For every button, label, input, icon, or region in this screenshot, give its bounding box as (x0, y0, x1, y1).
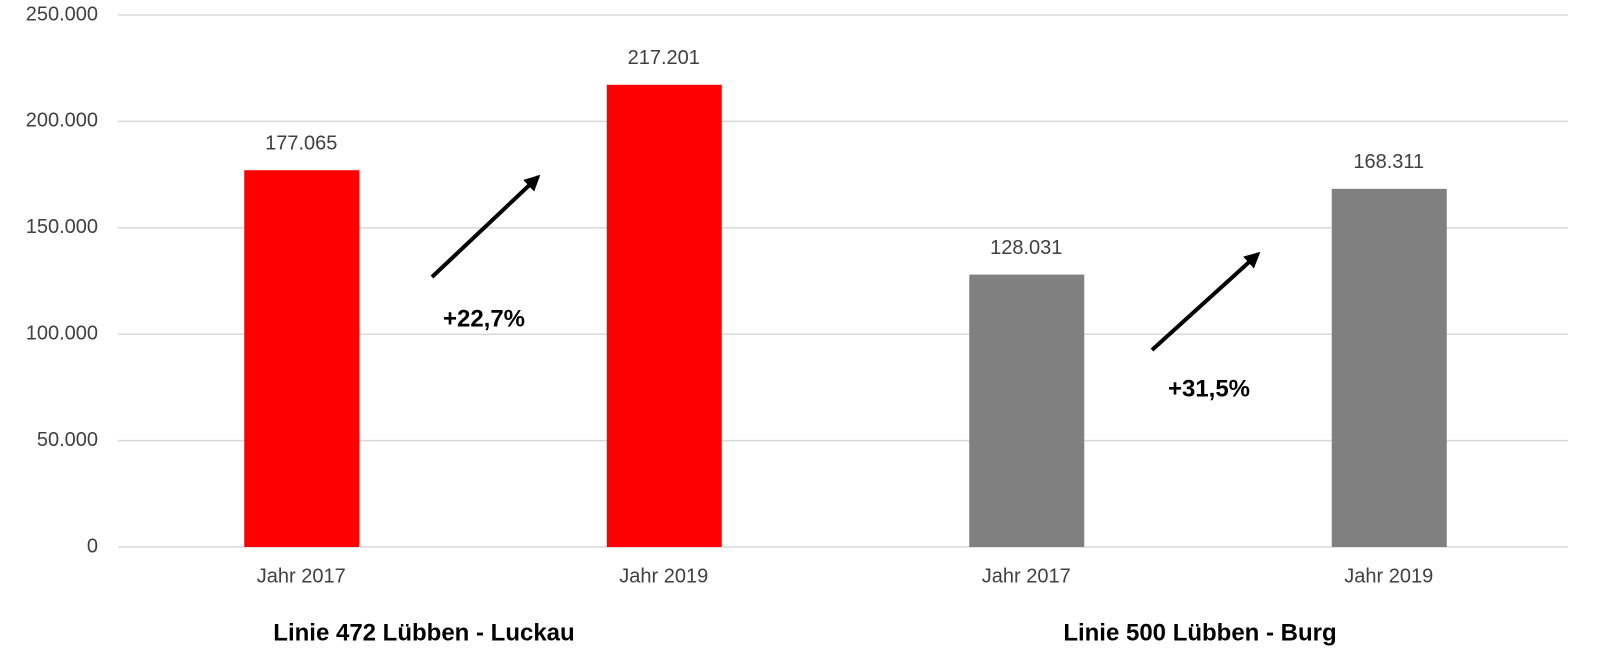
group-label: Linie 472 Lübben - Luckau (273, 619, 574, 646)
y-tick-label: 150.000 (26, 216, 98, 238)
bar (1331, 188, 1447, 547)
data-label: 128.031 (990, 237, 1062, 259)
x-tick-label: Jahr 2017 (257, 565, 346, 587)
bar (969, 274, 1085, 547)
bar (606, 84, 722, 548)
y-tick-label: 50.000 (37, 429, 98, 451)
x-tick-label: Jahr 2017 (982, 565, 1071, 587)
data-label: 217.201 (628, 47, 700, 69)
data-label: 168.311 (1353, 151, 1424, 173)
bar (244, 170, 360, 547)
y-tick-label: 100.000 (26, 322, 98, 344)
data-label: 177.065 (265, 132, 337, 154)
x-tick-label: Jahr 2019 (1344, 565, 1433, 587)
annotation: +31,5% (1168, 375, 1250, 402)
annotation: +22,7% (443, 305, 525, 332)
arrow (430, 174, 541, 279)
y-tick-label: 250.000 (26, 3, 98, 25)
x-tick-label: Jahr 2019 (619, 565, 708, 587)
y-tick-label: 0 (87, 535, 98, 557)
arrow (1150, 251, 1261, 352)
y-tick-label: 200.000 (26, 110, 98, 132)
group-label: Linie 500 Lübben - Burg (1063, 619, 1336, 646)
